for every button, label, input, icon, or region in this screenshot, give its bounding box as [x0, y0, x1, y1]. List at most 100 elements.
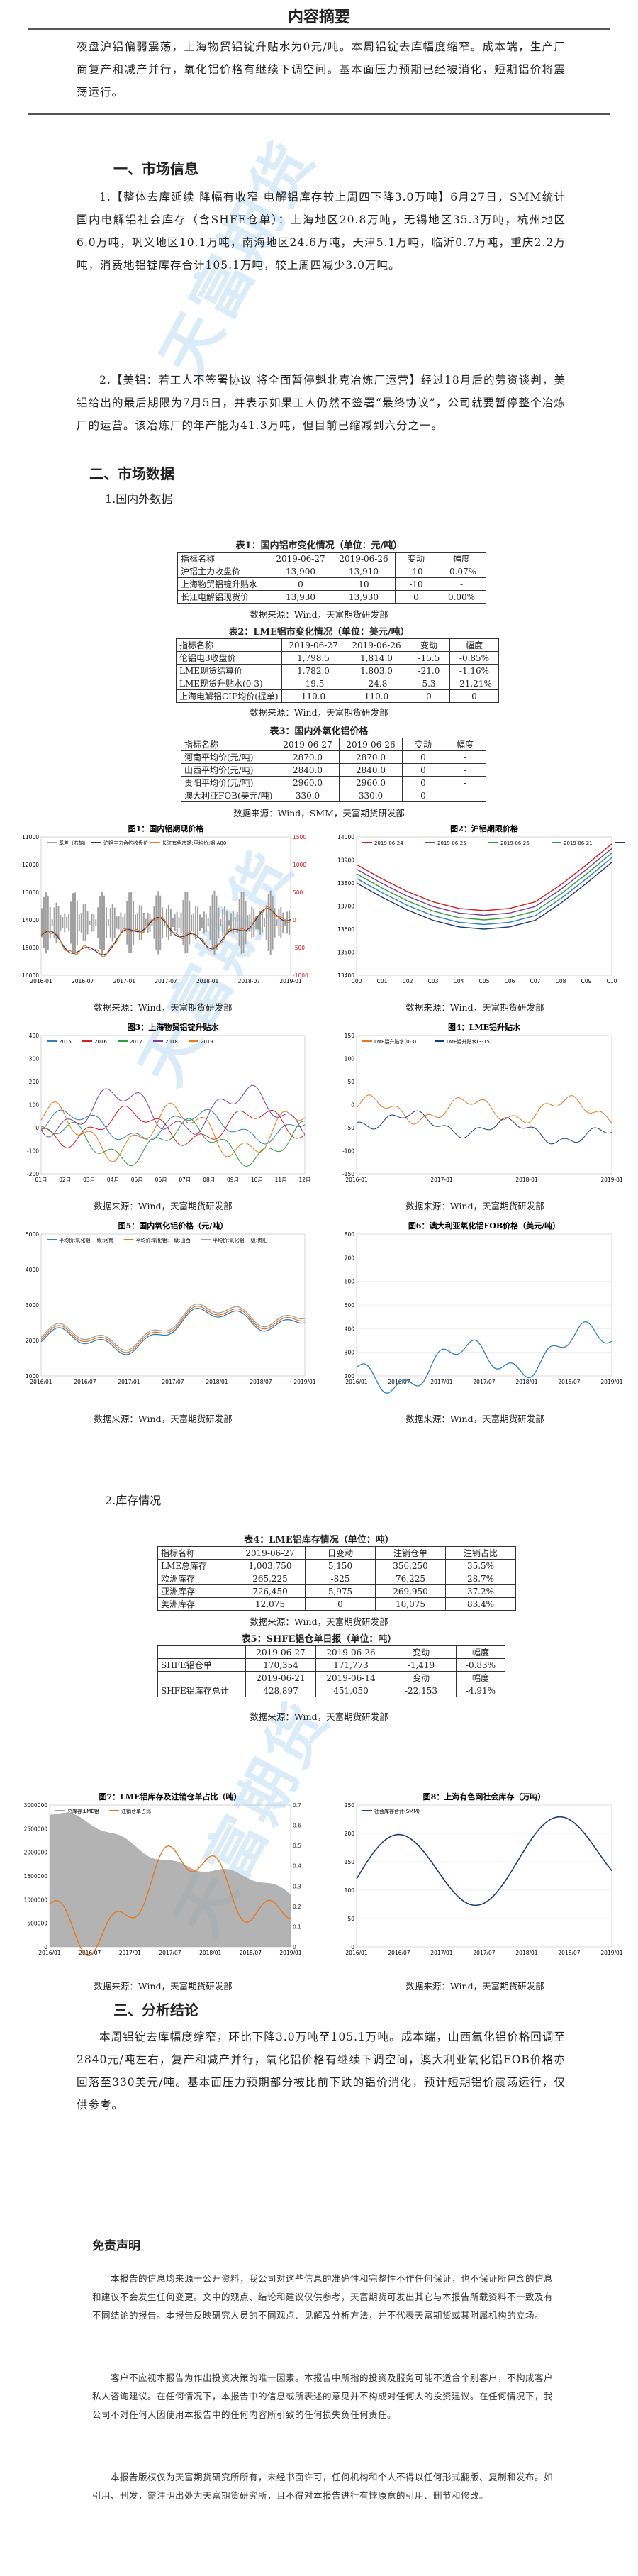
figure-source: 数据来源：Wind，天富期货研发部 [94, 1201, 233, 1211]
basis-bar [259, 910, 261, 935]
table-row: 美洲库存 12,075 0 10,075 83.4% [157, 1597, 516, 1611]
x-tick-label: 04月 [107, 1177, 119, 1183]
basis-bar [216, 895, 218, 950]
x-tick-label: C04 [454, 978, 464, 984]
table-cell: 0 [449, 689, 499, 703]
table-cell: 幅度 [449, 638, 499, 652]
basis-bar [269, 890, 272, 955]
legend-label: 注销仓单占比 [121, 1808, 151, 1814]
x-tick-label: 2016/01 [345, 1379, 367, 1385]
table-cell: 0 [402, 776, 444, 789]
table-cell: 13,910 [332, 565, 396, 578]
section-heading-conclusion: 三、分析结论 [113, 2002, 198, 2019]
series-line-premium [40, 1084, 306, 1138]
basis-bar [257, 916, 259, 930]
x-tick-label: 2019-01 [279, 978, 302, 984]
y2-tick-label: 1500 [293, 834, 306, 840]
y-tick-label: 200 [345, 1831, 355, 1837]
y2-tick-label: 0.3 [293, 1883, 301, 1889]
table-cell: -0.83% [456, 1658, 505, 1672]
table-row: SHFE铝库存总计 428,897 451,050 -22,153 -4.91% [157, 1684, 505, 1697]
basis-bar [198, 914, 201, 931]
y-tick-label: -100 [27, 1148, 39, 1155]
y2-tick-label: 0.4 [293, 1863, 301, 1870]
table-row: 澳大利亚FOB(美元/吨) 330.0 330.0 0- [181, 789, 486, 802]
table-cell: 1,003,750 [235, 1559, 306, 1572]
basis-bar [255, 916, 257, 930]
table-cell: 0 [402, 763, 444, 777]
basis-bar [193, 913, 195, 933]
table-cell: -0.07% [437, 565, 486, 578]
basis-bar [97, 907, 99, 938]
page-title: 内容摘要 [287, 8, 350, 26]
x-tick-label: 2018/01 [515, 1379, 537, 1385]
table-caption: 表5：SHFE铝仓单日报（单位：吨） [241, 1634, 397, 1645]
table-cell: 河南平均价(元/吨) [181, 750, 276, 764]
table-cell: 10,075 [375, 1597, 446, 1611]
x-tick-label: 2018/07 [240, 1950, 262, 1956]
y-tick-label: 300 [29, 1056, 40, 1062]
series-line-fob [356, 1321, 612, 1394]
y-tick-label: 50 [347, 1079, 354, 1085]
basis-bar [157, 891, 160, 955]
table-cell: 5.3 [408, 677, 450, 690]
y-tick-label: 5000 [26, 1231, 39, 1238]
table-row: 河南平均价(元/吨) 2870.0 2870.0 0- [181, 750, 486, 764]
table-cell: 2019-06-27 [235, 1546, 306, 1560]
y2-tick-label: 0.2 [293, 1904, 301, 1910]
x-tick-label: 2018-01 [515, 1177, 538, 1183]
y2-tick-label: 0 [293, 1944, 296, 1950]
table-source: 数据来源：Wind，天富期货研发部 [250, 1711, 388, 1722]
basis-bar [43, 896, 45, 949]
table-cell: 2019-06-14 [315, 1671, 386, 1684]
basis-bar [130, 892, 133, 953]
series-line-alumina [40, 1303, 306, 1351]
figure-5: 图5：国内氧化铝价格（元/吨） 5000 4000 3000 2000 1000 2016/… [14, 1220, 319, 1397]
table-cell: 上海物贸铝锭升贴水 [177, 577, 269, 591]
table-cell: 1,782.0 [281, 664, 345, 677]
basis-bar [251, 906, 253, 939]
basis-bar [247, 915, 249, 931]
basis-bar [230, 913, 232, 933]
basis-bar [80, 913, 82, 933]
legend-label: 2015 [59, 1039, 72, 1045]
x-tick-label: 11月 [275, 1177, 287, 1183]
y-tick-label: 600 [345, 1279, 355, 1285]
disclaimer-paragraph: 本报告版权仅为天富期货研究所所有，未经书面许可，任何机构和个人不得以任何形式翻版… [92, 2472, 554, 2501]
figure-source: 数据来源：Wind，天富期货研发部 [405, 1414, 544, 1424]
table-row: 2019-06-27 2019-06-26 变动 幅度 [157, 1645, 505, 1659]
table-cell: 1,803.0 [345, 664, 408, 677]
x-tick-label: 2017/01 [430, 1379, 452, 1385]
conclusion-paragraph: 本周铝锭去库幅度缩窄，环比下降3.0万吨至105.1万吨。成本端，山西氧化铝价格… [77, 2031, 566, 2111]
basis-bar [62, 917, 64, 928]
table-cell: 170,354 [245, 1658, 316, 1672]
section-heading-market-info: 一、市场信息 [113, 160, 198, 177]
basis-bar [91, 914, 93, 932]
subsection-inventory: 2.库存情况 [105, 1494, 162, 1507]
table-row: LME现货升贴水(0-3) -19.5 -24.8 5.3 -21.21% [176, 677, 499, 690]
figure-source: 数据来源：Wind，天富期货研发部 [405, 1002, 544, 1013]
x-tick-label: C09 [581, 978, 592, 984]
table-cell: -15.5 [408, 651, 450, 665]
y-tick-label: 14000 [22, 917, 39, 923]
legend-label: 2019-06-21 [564, 840, 593, 846]
series-line-alumina [40, 1307, 306, 1355]
table-cell: 2019-06-26 [339, 738, 403, 751]
basis-bar [278, 909, 280, 936]
basis-bar [209, 906, 211, 940]
table-cell: - [444, 750, 486, 764]
table-row: 山西平均价(元/吨) 2840.0 2840.0 0- [181, 763, 486, 777]
table-cell: 指标名称 [177, 552, 269, 565]
basis-bar [245, 901, 247, 945]
table-row: LME现货结算价 1,782.0 1,803.0 -21.0 -1.16% [176, 664, 499, 677]
x-tick-label: 2016-07 [72, 978, 94, 984]
x-tick-label: 2016-01 [30, 978, 52, 984]
x-tick-label: 2016-01 [345, 1177, 368, 1183]
x-tick-label: 2018-07 [238, 978, 261, 984]
legend-label: 平均价:氧化铝:一级:山西 [136, 1237, 191, 1243]
table-cell: 沪铝主力收盘价 [177, 565, 269, 578]
table-cell: - [437, 577, 486, 591]
table-cell: 0 [402, 789, 444, 802]
basis-bar [113, 907, 116, 938]
basis-bar [78, 914, 80, 931]
